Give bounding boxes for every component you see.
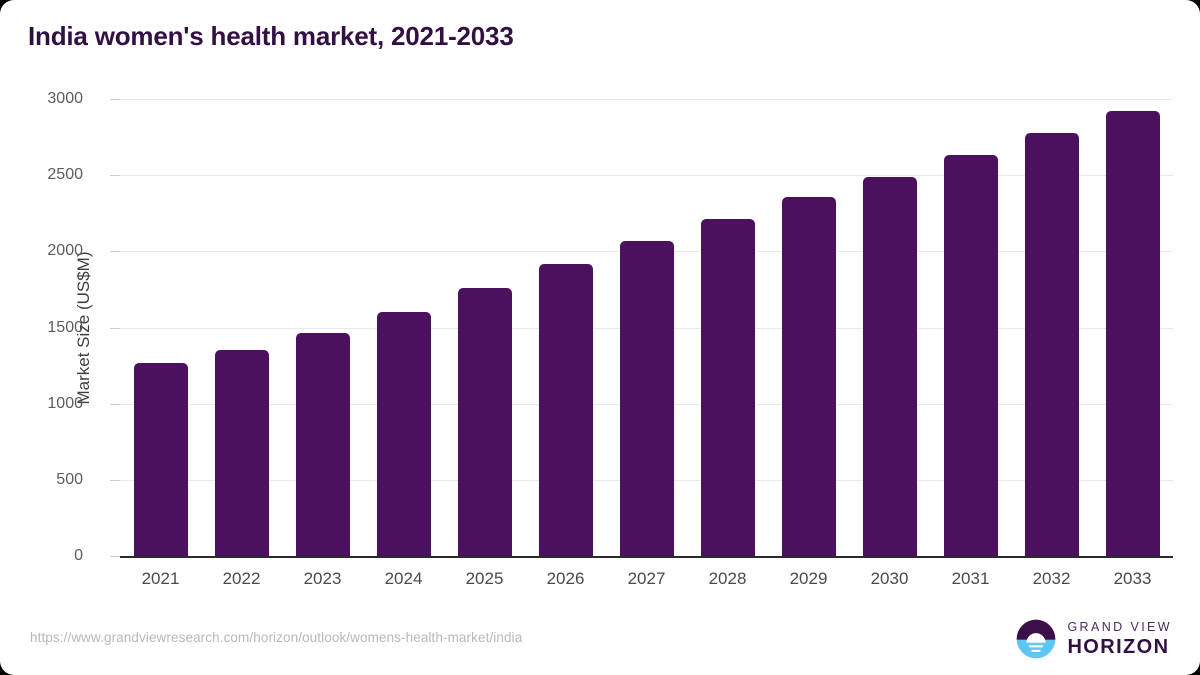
bar[interactable] [538, 264, 593, 556]
gridline [120, 99, 1173, 100]
x-tick-label: 2022 [222, 569, 261, 588]
bar[interactable] [1105, 111, 1160, 556]
y-tick-mark [110, 327, 120, 329]
bar[interactable] [376, 311, 431, 556]
x-tick-label: 2029 [789, 569, 828, 588]
y-tick-mark [110, 556, 120, 557]
bar[interactable] [214, 349, 269, 556]
bar-slot: 2030 [849, 99, 930, 588]
bar-slot: 2031 [930, 99, 1011, 588]
x-tick-label: 2026 [546, 569, 585, 588]
bar[interactable] [781, 196, 836, 556]
horizon-logo-icon [1017, 619, 1056, 659]
x-axis-line [120, 556, 1173, 558]
brand-logo: GRAND VIEW HORIZON [1015, 618, 1172, 660]
bar-slot: 2026 [525, 99, 606, 588]
bar[interactable] [943, 154, 998, 556]
y-tick-label: 0 [74, 547, 83, 564]
bar-slot: 2022 [201, 99, 282, 588]
bar[interactable] [700, 218, 755, 556]
y-tick-label: 3000 [47, 90, 83, 107]
y-tick-mark [110, 175, 120, 177]
x-tick-label: 2033 [1113, 569, 1152, 588]
y-tick-mark [110, 479, 120, 481]
x-tick-label: 2024 [384, 569, 423, 588]
y-tick-label: 1500 [47, 318, 83, 336]
source-url[interactable]: https://www.grandviewresearch.com/horizo… [30, 630, 523, 645]
y-tick-label: 500 [56, 470, 83, 488]
bar[interactable] [133, 363, 188, 556]
y-tick-mark [110, 251, 120, 253]
bar-slot: 2032 [1011, 99, 1092, 588]
bar[interactable] [1024, 133, 1079, 556]
y-tick-label: 2000 [47, 242, 83, 260]
x-tick-label: 2027 [627, 569, 666, 588]
y-tick-label: 1000 [47, 394, 83, 412]
page-title: India women's health market, 2021-2033 [28, 21, 514, 51]
gridline [120, 175, 1173, 177]
logo-bottom-text: HORIZON [1067, 636, 1170, 659]
x-tick-label: 2031 [951, 569, 990, 588]
bar-slot: 2021 [120, 99, 201, 588]
y-tick-mark [110, 99, 120, 100]
x-tick-label: 2032 [1032, 569, 1071, 588]
bar-slot: 2029 [768, 99, 849, 588]
bar-slot: 2033 [1092, 99, 1173, 588]
bar[interactable] [862, 176, 917, 556]
bar[interactable] [295, 333, 350, 556]
bar-slot: 2025 [444, 99, 525, 588]
x-tick-label: 2028 [708, 569, 747, 588]
plot-area: Market Size (US$M) 0 500 1000 1500 2000 2500 3… [47, 90, 1173, 588]
x-tick-label: 2023 [303, 569, 342, 588]
x-tick-label: 2021 [141, 569, 180, 588]
bar-slot: 2023 [282, 99, 363, 588]
y-tick-label: 2500 [47, 166, 83, 184]
bar-slot: 2024 [363, 99, 444, 588]
x-tick-label: 2025 [465, 569, 504, 588]
bar-slot: 2027 [606, 99, 687, 588]
logo-wordmark: GRAND VIEW HORIZON [1067, 621, 1172, 658]
bar[interactable] [457, 287, 512, 556]
x-tick-label: 2030 [870, 569, 909, 588]
logo-top-text: GRAND VIEW [1067, 619, 1172, 634]
bar-slot: 2028 [687, 99, 768, 588]
bar-series: 2021 2022 2023 2024 2025 2026 2027 2028 2029 2030… [120, 99, 1173, 588]
bar[interactable] [619, 240, 674, 556]
y-tick-mark [110, 403, 120, 405]
